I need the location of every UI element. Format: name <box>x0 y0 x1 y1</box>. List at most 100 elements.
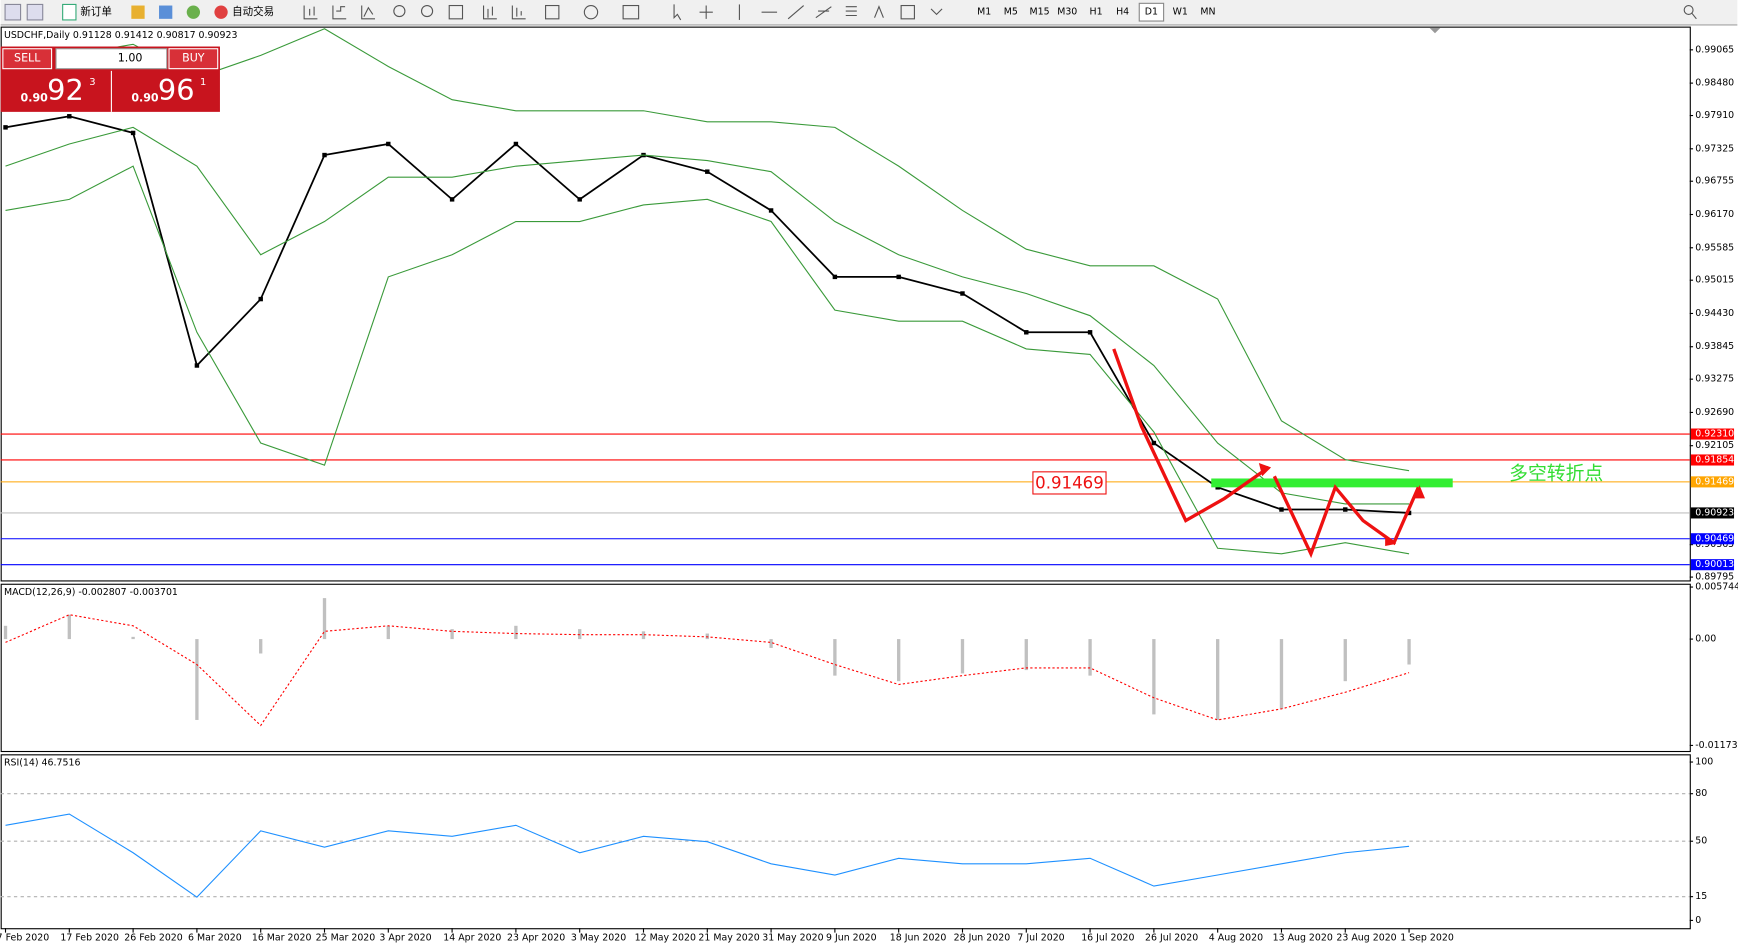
timeframe-button[interactable]: M30 <box>1057 7 1077 18</box>
icon[interactable] <box>545 4 560 20</box>
auto-trading-button[interactable]: 自动交易 <box>214 5 274 19</box>
buy-button[interactable] <box>168 48 219 70</box>
icon[interactable] <box>393 4 406 18</box>
chart-panel: MACD(12,26,9) -0.002807 -0.003701 0.00574… <box>3 582 1738 751</box>
histogram-bar <box>259 639 263 654</box>
icon[interactable] <box>159 5 173 19</box>
icon[interactable] <box>4 3 22 21</box>
icon[interactable] <box>845 6 857 17</box>
icon[interactable] <box>303 5 318 20</box>
lot-value: 1.00 <box>118 52 143 65</box>
level-label: 0.90923 <box>1695 507 1734 518</box>
chart-panel: RSI(14) 46.7516 100 80 50 15 0 <box>0 757 1713 926</box>
x-tick-label: 7 Feb 2020 <box>0 933 49 944</box>
histogram-bar <box>1407 639 1411 665</box>
close-point <box>705 169 710 174</box>
panel-title: MACD(12,26,9) -0.002807 -0.003701 <box>4 587 178 598</box>
icon[interactable] <box>186 5 201 19</box>
y-tick-label: 80 <box>1695 788 1707 799</box>
lot-input[interactable] <box>55 48 168 70</box>
y-tick-label: 0.99065 <box>1695 44 1734 55</box>
icon[interactable] <box>673 4 682 21</box>
icon <box>62 3 77 21</box>
timeframe-button[interactable]: MN <box>1200 7 1215 18</box>
icon[interactable] <box>448 4 464 20</box>
y-tick-label: 0 <box>1695 915 1701 926</box>
timeframe-label: H4 <box>1116 7 1129 18</box>
sell-button[interactable] <box>2 48 53 70</box>
icon[interactable] <box>900 4 915 20</box>
close-point <box>258 296 263 302</box>
icon[interactable] <box>483 5 497 20</box>
icon[interactable] <box>583 4 599 20</box>
x-tick-label: 21 May 2020 <box>698 933 759 944</box>
timeframe-label: W1 <box>1173 7 1188 18</box>
annotation-box <box>1032 471 1107 495</box>
icon[interactable] <box>1683 4 1694 15</box>
icon[interactable] <box>930 8 943 16</box>
histogram-bar <box>769 639 773 648</box>
x-tick-label: 9 Jun 2020 <box>826 933 877 944</box>
timeframe-button[interactable]: H1 <box>1090 7 1103 18</box>
x-tick-label: 23 Aug 2020 <box>1336 933 1396 944</box>
close-point <box>1343 507 1348 512</box>
x-tick-label: 16 Mar 2020 <box>252 933 312 944</box>
icon[interactable] <box>699 5 713 19</box>
buy-price-prefix: 0.90 <box>131 92 159 105</box>
icon[interactable] <box>420 4 434 18</box>
icon[interactable] <box>131 5 145 19</box>
icon[interactable] <box>332 5 347 20</box>
icon[interactable] <box>815 6 832 19</box>
icon <box>214 5 228 19</box>
level-label-bg <box>1690 507 1735 519</box>
close-point <box>1151 440 1157 446</box>
y-tick-label: 50 <box>1695 836 1707 847</box>
close-point <box>960 291 965 296</box>
sell-price-prefix: 0.90 <box>21 92 49 105</box>
timeframe-label: M15 <box>1030 7 1050 18</box>
y-tick-label: 0.90365 <box>1695 539 1734 550</box>
icon[interactable] <box>361 5 376 20</box>
close-point <box>1279 507 1284 512</box>
y-tick-label: 0.92105 <box>1695 440 1734 451</box>
y-tick-label: 0.93845 <box>1695 341 1734 352</box>
histogram-bar <box>897 639 901 682</box>
x-tick-label: 3 May 2020 <box>571 933 626 944</box>
panel-title: USDCHF,Daily 0.91128 0.91412 0.90817 0.9… <box>4 30 238 41</box>
x-tick-label: 17 Feb 2020 <box>60 933 119 944</box>
series-line <box>5 165 1410 555</box>
level-label: 0.92310 <box>1695 429 1734 440</box>
level-label-bg <box>1690 533 1735 545</box>
icon[interactable] <box>622 4 640 20</box>
timeframe-button[interactable]: M1 <box>977 7 991 18</box>
series-line <box>5 813 1410 898</box>
timeframe-button[interactable]: D1 <box>1138 2 1165 22</box>
x-tick-label: 14 Apr 2020 <box>443 933 501 944</box>
trend-arrow <box>1272 475 1420 559</box>
x-tick-label: 16 Jul 2020 <box>1081 933 1134 944</box>
icon[interactable] <box>787 5 805 20</box>
timeframe-button[interactable]: M15 <box>1030 7 1050 18</box>
y-tick-label: 0.95015 <box>1695 275 1734 286</box>
icon[interactable] <box>511 5 526 20</box>
new-order-button[interactable]: 新订单 <box>62 3 112 21</box>
timeframe-button[interactable]: M5 <box>1004 7 1018 18</box>
timeframe-button[interactable]: W1 <box>1173 7 1188 18</box>
y-tick-label: 0.96170 <box>1695 209 1734 220</box>
icon[interactable] <box>874 5 884 18</box>
icon[interactable] <box>1691 12 1697 20</box>
timeframe-label: H1 <box>1090 7 1103 18</box>
timeframe-button[interactable]: H4 <box>1116 7 1129 18</box>
histogram-bar <box>641 631 646 640</box>
histogram-bar <box>960 639 965 674</box>
y-tick-label: 0.96755 <box>1695 176 1734 187</box>
close-point <box>130 130 136 136</box>
histogram-bar <box>1343 639 1347 682</box>
icon[interactable] <box>26 3 44 21</box>
y-tick-label: 0.89795 <box>1695 572 1734 583</box>
timeframe-label: MN <box>1200 7 1215 18</box>
close-point <box>1024 330 1029 335</box>
histogram-bar <box>195 639 199 720</box>
